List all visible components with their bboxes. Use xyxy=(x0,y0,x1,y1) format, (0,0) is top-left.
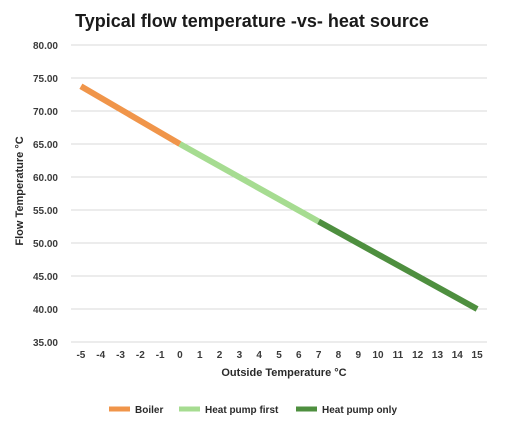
y-tick-label: 60.00 xyxy=(33,173,58,184)
series-line xyxy=(178,141,321,225)
x-tick-label: 13 xyxy=(432,350,444,361)
x-tick-label: -3 xyxy=(116,350,125,361)
x-tick-label: 9 xyxy=(355,350,361,361)
x-tick-label: -2 xyxy=(136,350,145,361)
x-axis-label: Outside Temperature °C xyxy=(221,367,346,379)
x-tick-label: 15 xyxy=(472,350,484,361)
x-tick-label: 4 xyxy=(256,350,262,361)
x-tick-label: 0 xyxy=(177,350,183,361)
y-tick-label: 45.00 xyxy=(33,272,58,283)
x-tick-label: -1 xyxy=(156,350,165,361)
x-tick-label: 11 xyxy=(393,350,404,361)
series-line xyxy=(317,218,479,312)
x-tick-label: 1 xyxy=(197,350,203,361)
y-tick-label: 40.00 xyxy=(33,305,58,316)
series-line xyxy=(79,83,182,147)
x-tick-label: 3 xyxy=(237,350,243,361)
legend: Boiler Heat pump first Heat pump only xyxy=(109,405,397,416)
x-tick-label: 12 xyxy=(412,350,424,361)
legend-label: Heat pump only xyxy=(322,405,397,416)
y-tick-label: 70.00 xyxy=(33,107,58,118)
x-tick-label: 5 xyxy=(276,350,282,361)
x-tick-label: 6 xyxy=(296,350,302,361)
legend-label: Boiler xyxy=(135,405,163,416)
y-tick-label: 65.00 xyxy=(33,140,58,151)
x-tick-label: 8 xyxy=(336,350,342,361)
x-tick-label: 2 xyxy=(217,350,223,361)
y-tick-label: 75.00 xyxy=(33,74,58,85)
y-axis-label: Flow Temperature °C xyxy=(14,136,26,245)
x-tick-label: -4 xyxy=(96,350,105,361)
x-tick-label: -5 xyxy=(76,350,85,361)
x-tick-label: 10 xyxy=(372,350,384,361)
chart-title: Typical flow temperature -vs- heat sourc… xyxy=(75,11,429,31)
y-tick-label: 55.00 xyxy=(33,206,58,217)
x-tick-label: 7 xyxy=(316,350,322,361)
y-tick-label: 50.00 xyxy=(33,239,58,250)
y-tick-label: 35.00 xyxy=(33,338,58,349)
legend-label: Heat pump first xyxy=(205,405,279,416)
x-tick-label: 14 xyxy=(452,350,464,361)
y-tick-label: 80.00 xyxy=(33,41,58,52)
